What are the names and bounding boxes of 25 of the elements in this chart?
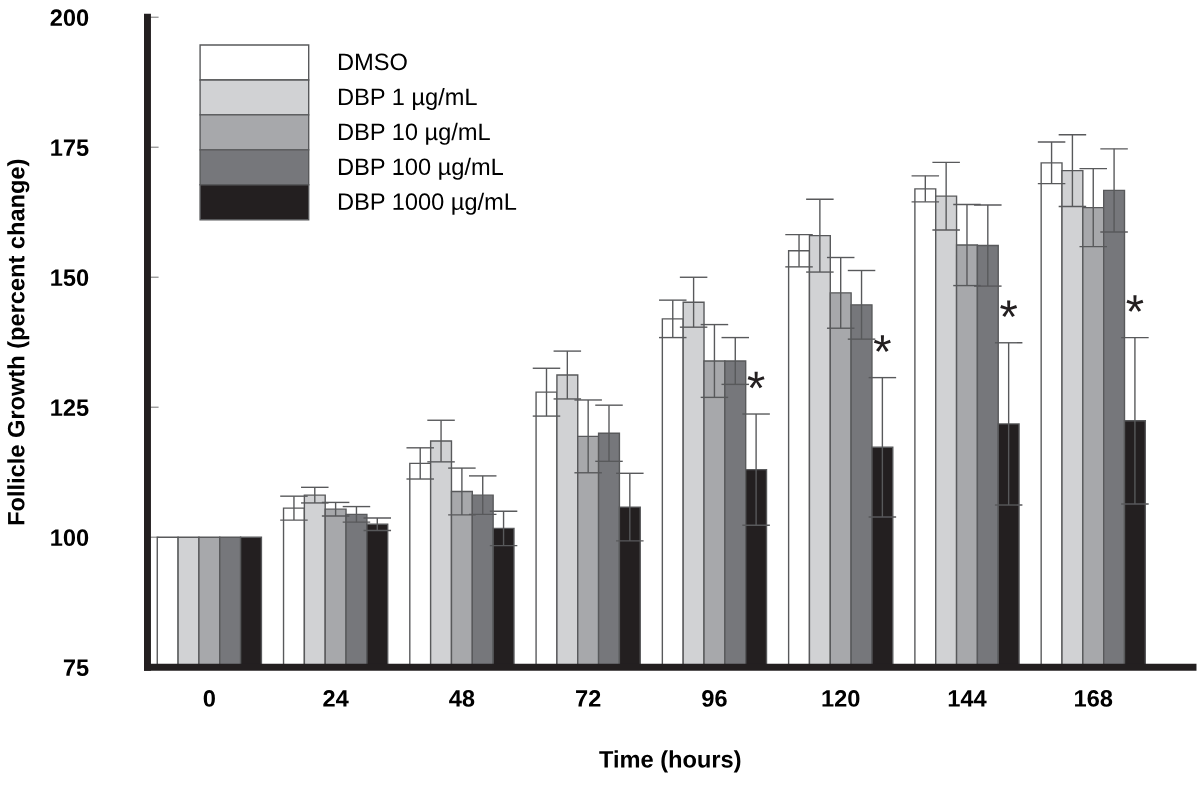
x-tick-label: 120 (822, 690, 860, 707)
annotation: * (747, 371, 765, 389)
y-tick-label: 100 (51, 529, 89, 547)
x-tick-label: 72 (576, 690, 601, 707)
legend-label: DMSO (338, 53, 407, 71)
y-axis-title: Follicle Growth (percent change) (7, 159, 30, 525)
y-tick-label: 125 (51, 399, 89, 417)
x-tick-label: 168 (1075, 690, 1113, 707)
y-tick-label: 175 (51, 139, 89, 157)
x-axis-title: Time (hours) (599, 750, 741, 773)
x-tick-label: 24 (323, 690, 349, 707)
legend-label: DBP 1000 µg/mL (338, 192, 517, 215)
legend-label: DBP 100 µg/mL (338, 157, 503, 180)
x-tick-label: 144 (948, 690, 987, 707)
annotation: * (873, 335, 891, 352)
y-tick-label: 150 (51, 269, 89, 287)
x-tick-label: 48 (449, 690, 475, 707)
annotation: * (1126, 295, 1144, 312)
legend-label: DBP 1 µg/mL (338, 87, 477, 110)
y-tick-label: 200 (50, 9, 89, 27)
annotation: * (1000, 300, 1018, 318)
legend-label: DBP 10 µg/mL (338, 122, 490, 145)
y-tick-label: 75 (63, 659, 89, 677)
x-tick-label: 96 (702, 690, 727, 707)
x-tick-label: 0 (203, 690, 215, 707)
